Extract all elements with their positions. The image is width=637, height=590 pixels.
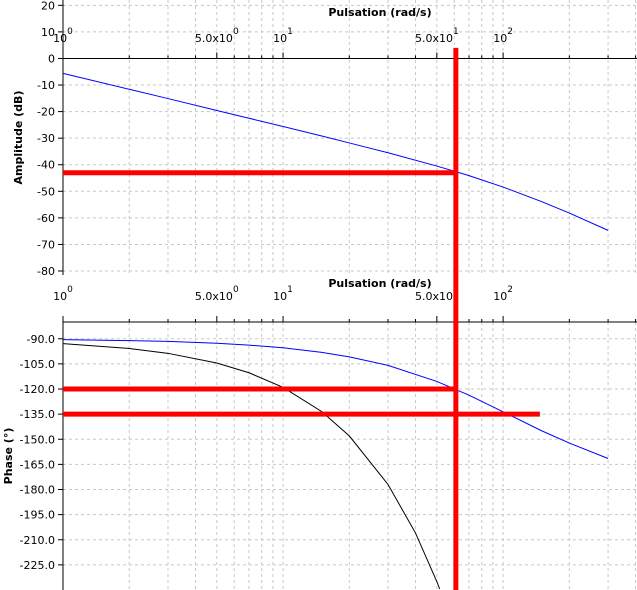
x-tick-exponent: 0 xyxy=(67,285,73,295)
y-tick-label: -60 xyxy=(37,212,55,225)
x-axis-label: Pulsation (rad/s) xyxy=(328,6,431,19)
x-tick-base: 10 xyxy=(273,32,287,45)
x-tick-exponent: 0 xyxy=(233,27,239,37)
y-tick-label: -10 xyxy=(37,79,55,92)
x-tick-base: 10 xyxy=(53,32,67,45)
x-tick-exponent: 2 xyxy=(507,285,513,295)
x-tick-base: 10 xyxy=(53,290,67,303)
x-tick-label: 100 xyxy=(53,27,73,45)
y-tick-label: -120.0 xyxy=(20,383,55,396)
y-tick-label: -30 xyxy=(37,132,55,145)
x-tick-label: 101 xyxy=(273,285,293,303)
y-tick-label: -195.0 xyxy=(20,509,55,522)
y-tick-label: -165.0 xyxy=(20,458,55,471)
y-tick-label: 20 xyxy=(41,0,55,12)
y-tick-label: -20 xyxy=(37,106,55,119)
x-tick-base: 10 xyxy=(493,290,507,303)
x-axis-label: Pulsation (rad/s) xyxy=(328,277,431,290)
x-tick-label: 5.0x100 xyxy=(195,285,239,303)
x-tick-label: 5.0x100 xyxy=(195,27,239,45)
y-tick-label: -150.0 xyxy=(20,433,55,446)
x-tick-label: 102 xyxy=(493,285,513,303)
y-tick-label: -225.0 xyxy=(20,559,55,572)
y-tick-label: -50 xyxy=(37,185,55,198)
x-tick-label: 5.0x101 xyxy=(415,27,459,45)
x-tick-exponent: 1 xyxy=(287,27,293,37)
x-tick-exponent: 1 xyxy=(453,27,459,37)
x-tick-label: 102 xyxy=(493,27,513,45)
series-line xyxy=(62,72,609,231)
x-tick-exponent: 0 xyxy=(233,285,239,295)
y-tick-label: -105.0 xyxy=(20,358,55,371)
y-tick-label: 10 xyxy=(41,26,55,39)
y-tick-label: -90.0 xyxy=(27,333,55,346)
series-line xyxy=(62,339,609,459)
x-tick-base: 5.0x10 xyxy=(195,290,233,303)
x-tick-base: 10 xyxy=(493,32,507,45)
x-tick-base: 5.0x10 xyxy=(415,290,453,303)
x-tick-base: 5.0x10 xyxy=(195,32,233,45)
y-tick-label: 0 xyxy=(48,52,55,65)
y-tick-label: -210.0 xyxy=(20,534,55,547)
x-tick-label: 100 xyxy=(53,285,73,303)
x-tick-exponent: 1 xyxy=(287,285,293,295)
x-tick-exponent: 0 xyxy=(67,27,73,37)
y-tick-label: -70 xyxy=(37,238,55,251)
y-tick-label: -80 xyxy=(37,265,55,278)
series-line xyxy=(62,343,441,590)
y-tick-label: -135.0 xyxy=(20,408,55,421)
x-tick-base: 5.0x10 xyxy=(415,32,453,45)
y-axis-label: Amplitude (dB) xyxy=(12,91,25,185)
x-tick-label: 101 xyxy=(273,27,293,45)
y-axis-label: Phase (°) xyxy=(2,428,15,485)
x-tick-exponent: 2 xyxy=(507,27,513,37)
y-tick-label: -40 xyxy=(37,159,55,172)
y-tick-label: -180.0 xyxy=(20,484,55,497)
x-tick-base: 10 xyxy=(273,290,287,303)
